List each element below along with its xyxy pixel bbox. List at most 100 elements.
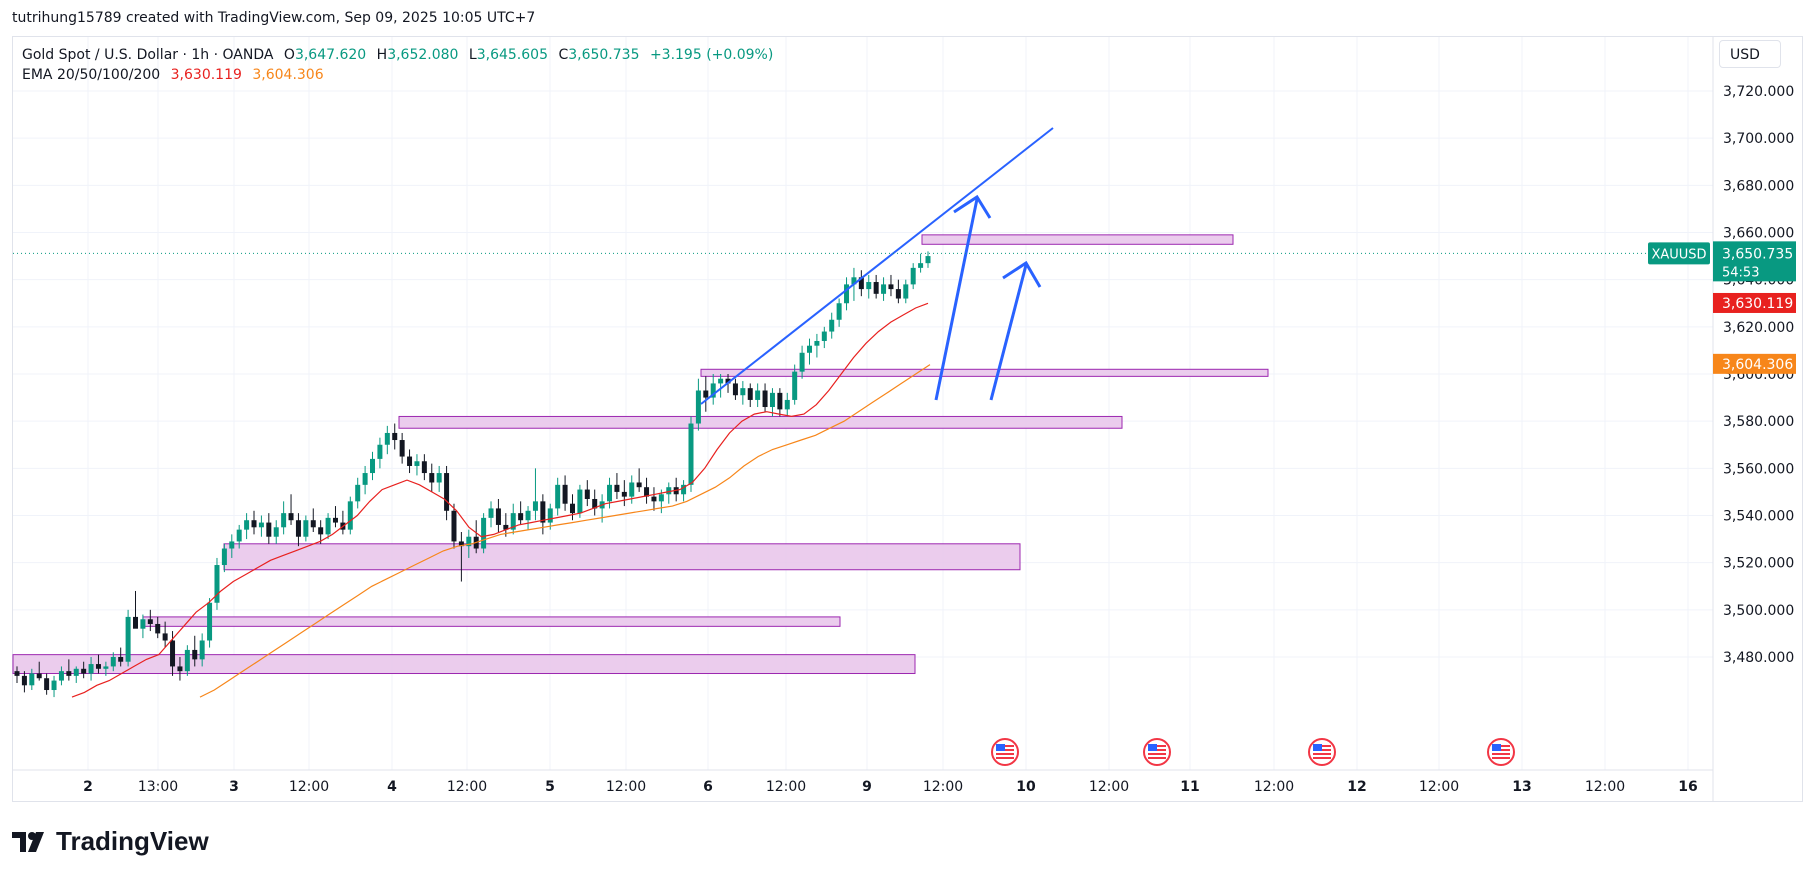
candle-body[interactable] — [370, 458, 376, 474]
candle-body[interactable] — [888, 284, 894, 290]
candle-body[interactable] — [629, 482, 635, 497]
candle-body[interactable] — [36, 673, 42, 679]
candle-body[interactable] — [799, 352, 805, 372]
candle-body[interactable] — [903, 284, 909, 299]
candle-body[interactable] — [569, 503, 575, 514]
candle-body[interactable] — [384, 432, 390, 445]
candle-body[interactable] — [133, 616, 139, 629]
candle-body[interactable] — [836, 303, 842, 320]
support-zone[interactable] — [921, 234, 1234, 245]
candle-body[interactable] — [318, 527, 324, 535]
candle-body[interactable] — [829, 319, 835, 332]
candle-body[interactable] — [66, 671, 72, 676]
candle-body[interactable] — [347, 501, 353, 530]
candle-body[interactable] — [251, 520, 257, 528]
candle-body[interactable] — [103, 666, 109, 669]
candle-body[interactable] — [29, 673, 35, 686]
support-zone[interactable] — [142, 616, 841, 627]
projection-arrow-line[interactable] — [989, 264, 1028, 401]
candle-body[interactable] — [44, 678, 50, 691]
candle-body[interactable] — [73, 668, 79, 676]
candle-body[interactable] — [170, 640, 176, 667]
us-flag-event-icon[interactable] — [1308, 738, 1336, 766]
candle-body[interactable] — [636, 482, 642, 488]
candle-body[interactable] — [332, 517, 338, 523]
candle-body[interactable] — [858, 277, 864, 290]
candle-body[interactable] — [681, 484, 687, 495]
candle-body[interactable] — [925, 256, 931, 264]
candle-body[interactable] — [214, 565, 220, 603]
candle-body[interactable] — [777, 392, 783, 410]
candle-body[interactable] — [310, 520, 316, 528]
candle-body[interactable] — [821, 331, 827, 341]
candle-body[interactable] — [814, 340, 820, 346]
candle-body[interactable] — [851, 277, 857, 285]
candle-body[interactable] — [192, 649, 198, 660]
candle-body[interactable] — [918, 263, 924, 268]
candle-body[interactable] — [577, 489, 583, 514]
trend-line[interactable] — [700, 127, 1054, 405]
candle-body[interactable] — [784, 399, 790, 410]
candle-body[interactable] — [436, 473, 442, 483]
candle-body[interactable] — [81, 668, 87, 674]
candle-body[interactable] — [718, 378, 724, 384]
candle-body[interactable] — [199, 640, 205, 660]
ema-indicator-label[interactable]: EMA 20/50/100/200 — [22, 67, 161, 83]
candle-body[interactable] — [518, 513, 524, 521]
symbol-title[interactable]: Gold Spot / U.S. Dollar · 1h · OANDA — [22, 47, 274, 63]
candle-body[interactable] — [584, 489, 590, 499]
candle-body[interactable] — [488, 508, 494, 518]
candle-body[interactable] — [244, 520, 250, 530]
candle-body[interactable] — [614, 484, 620, 492]
candle-body[interactable] — [621, 491, 627, 497]
candle-body[interactable] — [666, 487, 672, 495]
candle-body[interactable] — [895, 289, 901, 299]
candle-body[interactable] — [703, 390, 709, 398]
candle-body[interactable] — [303, 520, 309, 537]
support-zone[interactable] — [700, 368, 1269, 377]
candle-body[interactable] — [288, 513, 294, 521]
candle-body[interactable] — [236, 529, 242, 542]
candle-body[interactable] — [458, 541, 464, 547]
candle-body[interactable] — [14, 671, 20, 676]
us-flag-event-icon[interactable] — [1143, 738, 1171, 766]
chart-pane[interactable] — [12, 36, 1803, 802]
candle-body[interactable] — [769, 392, 775, 408]
candle-body[interactable] — [407, 456, 413, 466]
support-zone[interactable] — [398, 415, 1123, 429]
candle-body[interactable] — [644, 487, 650, 497]
candle-body[interactable] — [844, 284, 850, 304]
candle-body[interactable] — [510, 513, 516, 530]
candle-body[interactable] — [688, 423, 694, 485]
us-flag-event-icon[interactable] — [991, 738, 1019, 766]
candle-body[interactable] — [503, 524, 509, 530]
candle-body[interactable] — [532, 501, 538, 511]
candle-body[interactable] — [110, 657, 116, 667]
candle-body[interactable] — [525, 510, 531, 521]
candle-body[interactable] — [281, 513, 287, 528]
candle-body[interactable] — [806, 345, 812, 353]
candle-body[interactable] — [258, 522, 264, 528]
candle-body[interactable] — [481, 517, 487, 549]
candle-body[interactable] — [910, 267, 916, 285]
candle-body[interactable] — [88, 664, 94, 674]
candle-body[interactable] — [295, 520, 301, 537]
candle-body[interactable] — [392, 432, 398, 441]
candle-body[interactable] — [51, 680, 57, 691]
candle-body[interactable] — [399, 440, 405, 457]
candle-body[interactable] — [651, 496, 657, 502]
candle-body[interactable] — [184, 649, 190, 672]
candle-body[interactable] — [414, 461, 420, 466]
candle-body[interactable] — [118, 657, 124, 662]
candle-body[interactable] — [355, 484, 361, 502]
candle-body[interactable] — [221, 548, 227, 566]
candle-body[interactable] — [740, 388, 746, 396]
candle-body[interactable] — [562, 484, 568, 504]
candle-body[interactable] — [229, 541, 235, 549]
candle-body[interactable] — [762, 390, 768, 408]
candle-body[interactable] — [325, 517, 331, 535]
candle-body[interactable] — [607, 484, 613, 502]
candle-body[interactable] — [147, 619, 153, 624]
candle-body[interactable] — [747, 388, 753, 400]
